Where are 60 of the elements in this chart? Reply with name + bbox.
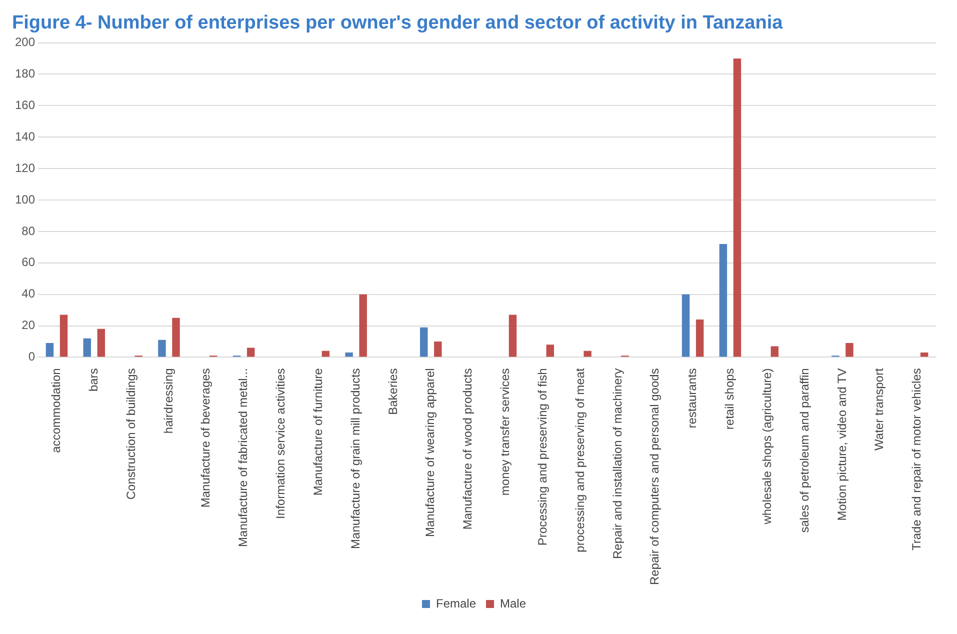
y-tick-label: 60: [22, 255, 36, 270]
x-tick-label: Water transport: [872, 368, 886, 450]
x-tick-label: Manufacture of grain mill products: [348, 368, 362, 549]
x-tick-label: Manufacture of furniture: [310, 368, 325, 496]
x-tick-label: Bakeries: [386, 368, 400, 415]
y-tick-label: 80: [22, 224, 36, 238]
bar: [97, 328, 106, 357]
x-tick-label: Manufacture of beverages: [198, 368, 213, 508]
x-tick-label: accommodation: [49, 368, 64, 453]
bar: [322, 350, 330, 357]
chart-title: Figure 4- Number of enterprises per owner's gender and sector of activity in Tanzania: [12, 12, 784, 34]
legend-label: Male: [500, 596, 526, 610]
y-tick-label: 40: [22, 286, 36, 301]
bar: [420, 327, 428, 357]
x-tick-label: restaurants: [685, 368, 700, 428]
x-tick-label: Trade and repair of motor vehicles: [910, 368, 924, 551]
x-tick-label: Manufacture of wood products: [460, 368, 475, 530]
x-tick-label: Repair of computers and personal goods: [648, 368, 662, 585]
bar: [682, 294, 690, 357]
x-tick-label: Construction of buildings: [124, 368, 138, 500]
bar: [733, 58, 742, 357]
y-tick-label: 200: [14, 35, 36, 50]
y-tick-label: 180: [14, 66, 36, 81]
bar: [696, 319, 704, 357]
x-tick-label: money transfer services: [498, 368, 512, 496]
x-tick-label: hairdressing: [161, 368, 176, 434]
bar: [434, 341, 442, 357]
x-tick-label: Manufacture of wearing apparel: [423, 368, 438, 537]
y-tick-label: 120: [14, 160, 36, 175]
y-tick-label: 100: [14, 192, 36, 206]
x-tick-label: sales of petroleum and paraffin: [797, 368, 812, 533]
bar: [246, 348, 255, 357]
x-tick-label: Information service activities: [274, 368, 288, 519]
y-tick-label: 160: [14, 98, 36, 112]
x-tick-label: bars: [86, 368, 100, 392]
bar: [46, 343, 54, 357]
bar: [719, 244, 728, 357]
bar: [83, 338, 91, 357]
bar: [345, 352, 353, 357]
bar: [359, 294, 367, 357]
y-tick-label: 140: [14, 129, 36, 144]
x-tick-label: Processing and preserving of fish: [535, 368, 550, 546]
bar: [770, 346, 779, 357]
bar: [158, 340, 166, 357]
x-tick-label: wholesale shops (agriculture): [760, 368, 774, 526]
bar: [846, 343, 854, 357]
y-tick-label: 0: [28, 350, 36, 364]
bar: [508, 314, 517, 357]
bar: [546, 344, 554, 357]
x-tick-label: Motion picture, video and TV: [834, 368, 849, 521]
x-tick-label: processing and preserving of meat: [572, 368, 587, 552]
bar: [60, 314, 68, 357]
bar: [172, 318, 180, 357]
y-tick-label: 20: [22, 318, 36, 332]
x-tick-label: Manufacture of fabricated metal...: [236, 368, 250, 547]
bar: [584, 350, 592, 357]
x-tick-label: retail shops: [722, 368, 737, 430]
x-tick-label: Repair and installation of machinery: [610, 368, 624, 559]
bar: [920, 352, 928, 357]
legend-label: Female: [436, 596, 476, 610]
